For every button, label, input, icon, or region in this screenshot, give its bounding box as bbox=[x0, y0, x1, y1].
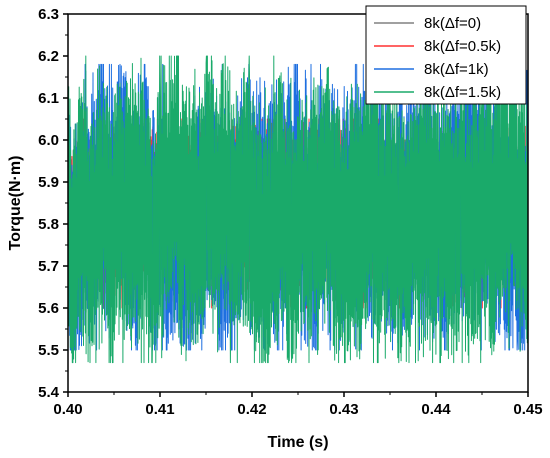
legend-label: 8k(Δf=0.5k) bbox=[424, 38, 501, 55]
y-tick-label: 5.5 bbox=[38, 342, 59, 359]
y-tick-label: 5.4 bbox=[38, 384, 60, 401]
x-tick-label: 0.44 bbox=[421, 401, 451, 418]
series-layer bbox=[68, 55, 528, 364]
y-tick-label: 6.1 bbox=[38, 90, 59, 107]
y-tick-label: 5.7 bbox=[38, 258, 59, 275]
y-tick-label: 6.3 bbox=[38, 6, 59, 23]
x-tick-label: 0.41 bbox=[145, 401, 174, 418]
x-tick-label: 0.42 bbox=[237, 401, 266, 418]
x-axis: 0.40 0.41 0.42 0.43 0.44 0.45 bbox=[53, 392, 543, 418]
legend-label: 8k(Δf=1.5k) bbox=[424, 84, 501, 101]
x-axis-label: Time (s) bbox=[267, 434, 328, 451]
y-tick-label: 5.8 bbox=[38, 216, 59, 233]
series-line-4 bbox=[68, 55, 528, 364]
legend: 8k(Δf=0) 8k(Δf=0.5k) 8k(Δf=1k) 8k(Δf=1.5k) bbox=[365, 5, 527, 105]
x-tick-label: 0.40 bbox=[53, 401, 82, 418]
x-tick-label: 0.43 bbox=[329, 401, 358, 418]
x-tick-label: 0.45 bbox=[513, 401, 542, 418]
legend-label: 8k(Δf=1k) bbox=[424, 61, 489, 78]
y-tick-label: 6.2 bbox=[38, 48, 59, 65]
legend-label: 8k(Δf=0) bbox=[424, 15, 481, 32]
y-tick-label: 5.9 bbox=[38, 174, 59, 191]
y-axis: 5.4 5.5 5.6 5.7 5.8 5.9 6.0 6.1 6.2 6.3 bbox=[38, 6, 68, 401]
y-tick-label: 6.0 bbox=[38, 132, 59, 149]
y-axis-label: Torque(N·m) bbox=[7, 156, 24, 251]
y-tick-label: 5.6 bbox=[38, 300, 59, 317]
